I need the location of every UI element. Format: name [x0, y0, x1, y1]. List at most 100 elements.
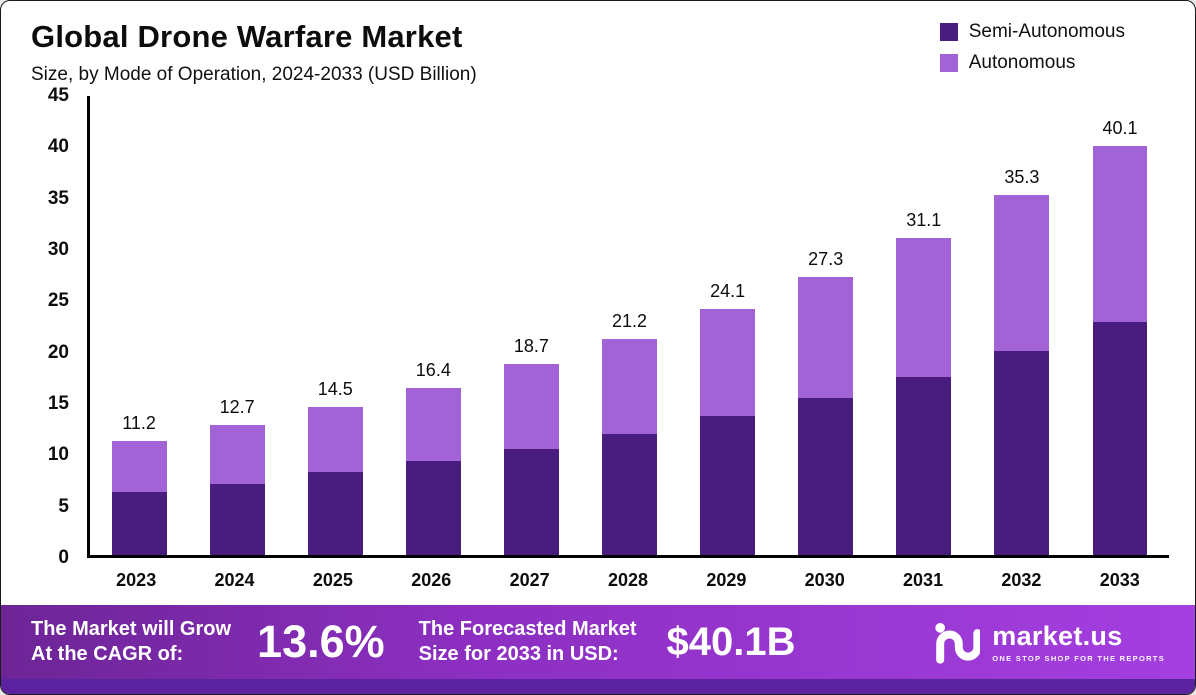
- header: Global Drone Warfare Market Size, by Mod…: [1, 1, 1195, 86]
- legend-item-semi-autonomous: Semi-Autonomous: [939, 21, 1125, 43]
- bar-group: 14.5: [286, 96, 384, 555]
- forecast-value: $40.1B: [666, 619, 796, 664]
- bar-total-label: 35.3: [1004, 166, 1040, 187]
- x-axis-label: 2026: [411, 570, 452, 590]
- y-tick-label: 20: [47, 341, 69, 363]
- bar-segment-semi-autonomous: [798, 397, 854, 555]
- bar-group: 12.7: [188, 96, 286, 555]
- bar-segment-autonomous: [209, 425, 265, 484]
- x-axis-label: 2025: [312, 570, 353, 590]
- y-axis: 0 5 10 15 20 25 30 35 40 45: [25, 85, 87, 568]
- bar-segment-autonomous: [798, 276, 854, 398]
- cagr-label-line1: The Market will Grow: [31, 618, 232, 640]
- market-us-logo-icon: [934, 620, 981, 664]
- x-axis-label: 2033: [1099, 570, 1140, 590]
- stacked-bar: [1092, 145, 1148, 555]
- y-tick-label: 35: [47, 187, 69, 209]
- x-axis-labels: 2023 2024 2025 2026 2027 2028 2029 2030 2031 2032…: [87, 558, 1169, 601]
- bar-segment-semi-autonomous: [602, 433, 657, 555]
- bar-group: 31.1: [875, 96, 973, 555]
- bar-total-label: 24.1: [710, 281, 746, 302]
- bar-total-label: 14.5: [317, 379, 353, 400]
- cagr-value: 13.6%: [257, 616, 385, 667]
- bar-segment-semi-autonomous: [307, 472, 363, 555]
- bars: 11.2 12.7 14.5 16.4 18.7 21.2 24.1 27.3 31.1 35.3…: [90, 96, 1169, 555]
- bar-segment-autonomous: [994, 194, 1050, 351]
- stacked-bar: [307, 407, 363, 555]
- brand-block: market.us ONE STOP SHOP FOR THE REPORTS: [934, 620, 1165, 664]
- brand-text: market.us ONE STOP SHOP FOR THE REPORTS: [992, 621, 1165, 663]
- legend-swatch-semi-autonomous: [939, 23, 958, 41]
- bar-group: 16.4: [384, 96, 482, 555]
- brand-name: market.us: [992, 621, 1123, 651]
- legend-swatch-autonomous: [939, 54, 958, 72]
- bar-segment-autonomous: [1092, 145, 1148, 323]
- bottom-accent-strip: [1, 679, 1195, 694]
- stacked-bar: [994, 194, 1050, 555]
- bar-total-label: 21.2: [611, 310, 648, 331]
- bar-total-label: 31.1: [906, 209, 942, 230]
- stacked-bar: [405, 387, 461, 555]
- bar-segment-autonomous: [307, 407, 363, 473]
- footer-banner: The Market will Grow At the CAGR of: 13.…: [1, 605, 1195, 679]
- x-axis-label: 2030: [804, 570, 845, 590]
- bar-segment-autonomous: [503, 364, 559, 449]
- stacked-bar: [503, 364, 559, 555]
- bar-segment-semi-autonomous: [111, 491, 167, 555]
- bar-group: 40.1: [1071, 96, 1169, 555]
- x-axis-label: 2029: [706, 570, 747, 590]
- y-tick-label: 0: [58, 547, 69, 568]
- bar-segment-semi-autonomous: [700, 416, 756, 555]
- forecast-label-line1: The Forecasted Market: [418, 618, 637, 640]
- stacked-bar: [111, 440, 167, 555]
- bar-group: 35.3: [973, 96, 1071, 555]
- legend-item-autonomous: Autonomous: [939, 52, 1125, 74]
- x-axis-label: 2027: [509, 570, 550, 590]
- bar-total-label: 12.7: [219, 397, 255, 418]
- stacked-bar: [602, 338, 657, 555]
- chart-row: 0 5 10 15 20 25 30 35 40 45 11.2 12.7 14.5 16.4 18.7 2…: [25, 85, 1169, 568]
- y-tick-label: 45: [47, 85, 69, 106]
- x-axis-label: 2031: [903, 570, 944, 590]
- legend: Semi-Autonomous Autonomous: [939, 19, 1125, 74]
- x-axis-label: 2032: [1001, 570, 1042, 590]
- y-tick-label: 30: [47, 239, 69, 261]
- bar-segment-autonomous: [896, 237, 952, 377]
- bar-group: 11.2: [90, 96, 188, 555]
- page-subtitle: Size, by Mode of Operation, 2024-2033 (U…: [31, 64, 477, 85]
- cagr-label-line2: At the CAGR of:: [31, 643, 184, 665]
- legend-label: Semi-Autonomous: [968, 21, 1125, 42]
- y-tick-label: 25: [47, 290, 69, 312]
- y-tick-label: 10: [47, 444, 69, 466]
- x-axis-label: 2028: [607, 570, 648, 590]
- chart-section: 0 5 10 15 20 25 30 35 40 45 11.2 12.7 14.5 16.4 18.7 2…: [1, 85, 1195, 605]
- y-tick-label: 40: [47, 136, 69, 158]
- brand-tagline: ONE STOP SHOP FOR THE REPORTS: [992, 654, 1165, 663]
- bar-total-label: 11.2: [122, 412, 156, 433]
- forecast-label-line2: Size for 2033 in USD:: [418, 643, 619, 665]
- bar-total-label: 40.1: [1102, 117, 1138, 138]
- stacked-bar: [798, 276, 854, 555]
- bar-segment-autonomous: [602, 338, 657, 434]
- bar-segment-autonomous: [405, 387, 461, 462]
- bar-segment-semi-autonomous: [503, 448, 559, 555]
- bar-group: 21.2: [580, 96, 678, 555]
- y-tick-label: 5: [58, 495, 69, 517]
- bar-segment-semi-autonomous: [896, 376, 952, 555]
- y-tick-label: 15: [47, 393, 69, 415]
- x-axis-label: 2024: [214, 570, 255, 590]
- cagr-label: The Market will Grow At the CAGR of:: [31, 617, 231, 667]
- bar-segment-autonomous: [700, 309, 756, 417]
- bar-total-label: 27.3: [808, 248, 844, 269]
- stacked-bar: [700, 309, 756, 555]
- bar-segment-autonomous: [111, 440, 167, 492]
- bar-segment-semi-autonomous: [405, 461, 461, 555]
- bar-group: 18.7: [482, 96, 580, 555]
- x-axis-label: 2023: [116, 570, 157, 590]
- stacked-bar: [209, 425, 265, 555]
- stacked-bar: [896, 237, 952, 555]
- bar-total-label: 16.4: [415, 359, 451, 380]
- title-block: Global Drone Warfare Market Size, by Mod…: [31, 19, 477, 86]
- legend-label: Autonomous: [968, 52, 1076, 73]
